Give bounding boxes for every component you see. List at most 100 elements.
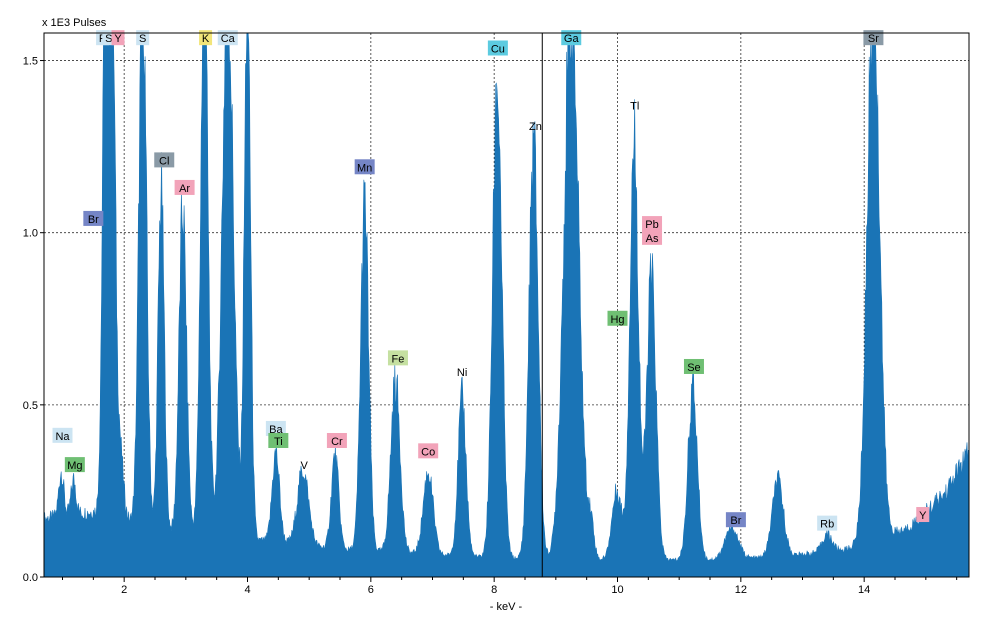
element-label-text: Hg (610, 314, 624, 326)
element-label-text: Ca (221, 33, 236, 45)
element-label-text: Fe (392, 353, 405, 365)
x-tick-label-0: 2 (121, 584, 127, 596)
y-tick-label-1: 0.5 (23, 400, 38, 412)
element-label-se-26: Se (683, 358, 704, 374)
element-label-v-13: V (301, 460, 309, 472)
element-label-box (863, 30, 884, 46)
element-label-text: Co (421, 446, 435, 458)
element-label-box (111, 30, 125, 46)
element-label-fe-16: Fe (387, 350, 408, 366)
x-tick-label-4: 10 (611, 584, 623, 596)
element-label-box (487, 40, 508, 56)
element-label-br-2: Br (83, 210, 104, 226)
x-tick-label-2: 6 (368, 584, 374, 596)
y-tick-label-0: 0.0 (23, 572, 38, 584)
axes: 2 4 6 8 10 12 14 0.0 0.5 1.0 1.5 (23, 56, 958, 596)
element-label-tl-23: Tl (630, 100, 639, 112)
element-label-box (64, 457, 85, 473)
element-label-text: Ti (274, 436, 283, 448)
element-label-text: Ba (269, 424, 283, 436)
element-label-text: Cr (331, 436, 343, 448)
element-label-na-0: Na (52, 427, 73, 443)
element-label-box (154, 152, 175, 168)
element-label-text: Pb (645, 219, 658, 231)
element-label-text: S (139, 33, 146, 45)
element-label-box (83, 210, 104, 226)
x-tick-label-1: 4 (244, 584, 250, 596)
element-label-box (642, 229, 663, 245)
element-label-ca-10: Ca (217, 30, 238, 46)
element-label-box (561, 30, 582, 46)
element-label-ar-8: Ar (174, 179, 195, 195)
element-label-as-25: As (642, 229, 663, 245)
element-label-text: Na (55, 431, 70, 443)
element-label-box (174, 179, 195, 195)
element-label-box (354, 159, 375, 175)
element-label-text: Mn (357, 162, 372, 174)
element-label-box (683, 358, 704, 374)
element-label-text: Zn (529, 121, 542, 133)
plot-frame (43, 32, 970, 578)
element-label-cl-7: Cl (154, 152, 175, 168)
y-tick-label-3: 1.5 (23, 56, 38, 68)
element-label-text: Ga (564, 33, 580, 45)
element-label-y-30: Y (916, 507, 930, 523)
element-labels: NaMgBrPSYSClArKCaBaTiVCrMnFeCoNiCuZnGaHg… (52, 30, 930, 531)
element-label-text: Y (114, 33, 122, 45)
element-label-text: K (202, 33, 210, 45)
element-label-text: Ar (179, 183, 190, 195)
element-label-box (136, 30, 150, 46)
element-label-y-5: Y (111, 30, 125, 46)
element-label-box (217, 30, 238, 46)
element-label-box (916, 507, 930, 523)
element-label-text: Br (730, 515, 741, 527)
element-label-box (418, 443, 439, 459)
element-label-co-17: Co (418, 443, 439, 459)
spectrum-area (43, 32, 970, 578)
element-label-mn-15: Mn (354, 159, 375, 175)
element-label-text: Cu (491, 43, 505, 55)
element-label-box (607, 310, 628, 326)
element-label-text: Y (919, 510, 927, 522)
spectrum-layer (43, 32, 970, 578)
y-axis-unit-label: x 1E3 Pulses (42, 17, 107, 29)
element-label-box (52, 427, 73, 443)
element-label-ba-11: Ba (265, 420, 286, 436)
element-label-s-6: S (136, 30, 150, 46)
element-label-text: Sr (868, 33, 879, 45)
element-label-sr-29: Sr (863, 30, 884, 46)
element-label-text: Cl (159, 155, 169, 167)
element-label-br-27: Br (725, 512, 746, 528)
x-tick-label-3: 8 (491, 584, 497, 596)
element-label-text: Tl (630, 100, 639, 112)
y-tick-label-2: 1.0 (23, 228, 38, 240)
element-label-text: Mg (67, 460, 82, 472)
x-tick-label-5: 12 (735, 584, 747, 596)
element-label-zn-20: Zn (529, 121, 542, 133)
element-label-box (199, 30, 213, 46)
element-label-box (268, 433, 289, 448)
x-tick-label-6: 14 (858, 584, 870, 596)
element-label-pb-24: Pb (642, 216, 663, 232)
element-label-box (265, 420, 286, 436)
element-label-ga-21: Ga (561, 30, 582, 46)
element-label-k-9: K (199, 30, 213, 46)
element-label-text: Rb (820, 519, 834, 531)
element-label-rb-28: Rb (817, 515, 838, 531)
element-label-text: As (646, 233, 659, 245)
element-label-ni-18: Ni (457, 367, 467, 379)
element-label-box (725, 512, 746, 528)
element-label-ti-12: Ti (268, 433, 289, 448)
element-label-text: Se (687, 362, 700, 374)
element-label-hg-22: Hg (607, 310, 628, 326)
element-label-box (642, 216, 663, 232)
element-label-box (387, 350, 408, 366)
element-label-box (817, 515, 838, 531)
element-label-text: V (301, 460, 309, 472)
element-label-text: S (105, 33, 112, 45)
element-label-text: Ni (457, 367, 467, 379)
element-label-cr-14: Cr (326, 433, 347, 448)
x-axis-unit-label: - keV - (490, 601, 523, 613)
element-label-box (326, 433, 347, 448)
